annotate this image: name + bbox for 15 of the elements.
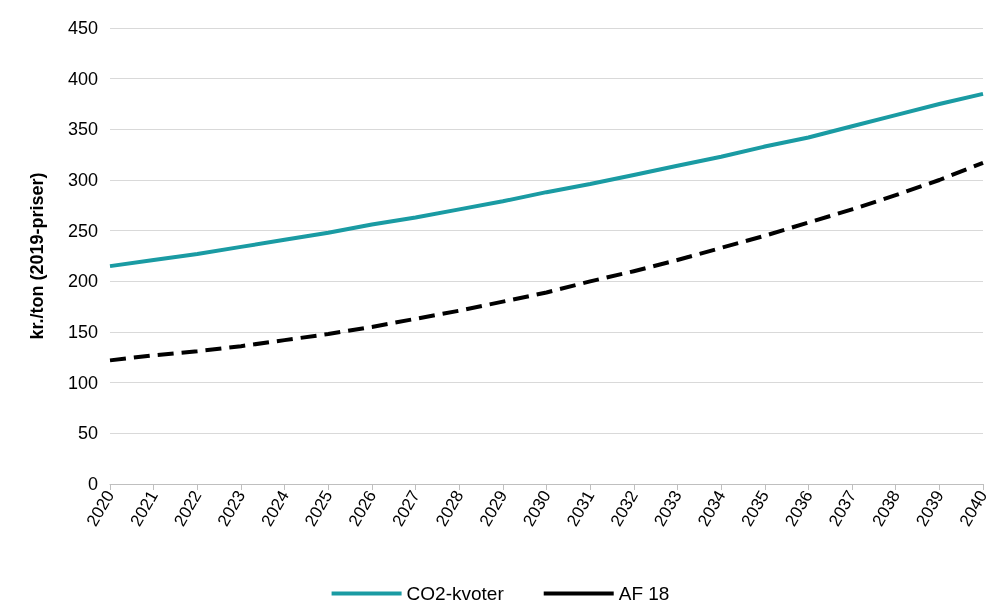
y-tick-label: 250 xyxy=(67,220,98,241)
line-series xyxy=(108,91,985,269)
legend-label: AF 18 xyxy=(618,583,670,604)
y-tick-label: 450 xyxy=(67,18,98,38)
y-tick-label: 0 xyxy=(87,474,98,494)
y-tick-label: 150 xyxy=(67,322,98,342)
y-tick-label: 200 xyxy=(67,271,98,292)
legend-label: CO2-kvoter xyxy=(406,583,505,604)
y-axis-title: kr./ton (2019-priser) xyxy=(27,172,47,340)
line-series xyxy=(108,160,985,363)
y-tick-label: 350 xyxy=(67,119,98,140)
y-tick-label: 100 xyxy=(67,372,98,393)
y-tick-label: 300 xyxy=(67,170,98,190)
y-tick-label: 400 xyxy=(67,68,98,89)
y-tick-label: 50 xyxy=(77,423,98,444)
